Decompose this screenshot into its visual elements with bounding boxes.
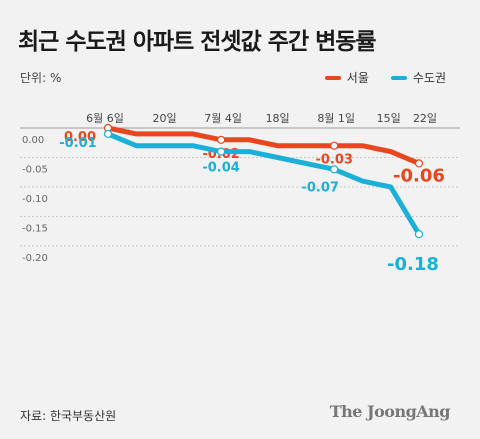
data-label: -0.01 (59, 136, 96, 151)
data-point (330, 141, 339, 150)
x-tick-label: 8월 1일 (317, 111, 355, 125)
legend-label-capital: 수도권 (412, 71, 446, 85)
series-line-0 (105, 125, 422, 166)
legend-item-capital: 수도권 (390, 69, 446, 86)
x-tick-label: 22일 (413, 111, 437, 125)
y-tick-label: -0.05 (22, 165, 48, 176)
legend: 서울 수도권 (324, 69, 446, 86)
data-label: 0.00 (64, 130, 96, 145)
y-tick-label: -0.10 (22, 194, 48, 205)
x-tick-label: 7월 4일 (204, 111, 242, 125)
y-tick-label: 0.00 (22, 135, 44, 146)
x-tick-label: 6월 6일 (86, 111, 124, 125)
data-point (330, 165, 339, 174)
legend-label-seoul: 서울 (346, 71, 369, 85)
data-label: -0.06 (393, 165, 445, 186)
chart-title: 최근 수도권 아파트 전셋값 주간 변동률 (18, 29, 377, 55)
data-label: -0.03 (315, 153, 352, 168)
data-label: -0.18 (387, 254, 439, 275)
brand-logo: The JoongAng (329, 402, 451, 421)
y-tick-label: -0.20 (22, 253, 48, 264)
data-point (103, 129, 113, 138)
data-label: -0.04 (202, 161, 239, 176)
data-point (216, 147, 226, 156)
x-tick-label: 15일 (377, 111, 401, 125)
data-point (414, 159, 424, 168)
series-line-1 (105, 131, 422, 237)
unit-label: 단위: % (20, 71, 62, 85)
x-tick-label: 18일 (266, 111, 290, 125)
source-note: 자료: 한국부동산원 (20, 409, 117, 423)
data-point (216, 135, 226, 144)
data-label: -0.07 (301, 180, 338, 195)
legend-item-seoul: 서울 (324, 69, 369, 86)
y-tick-label: -0.15 (22, 224, 48, 235)
legend-swatch-seoul (324, 75, 341, 80)
data-point (414, 230, 424, 239)
x-tick-label: 20일 (152, 111, 176, 125)
legend-swatch-capital (390, 75, 407, 80)
